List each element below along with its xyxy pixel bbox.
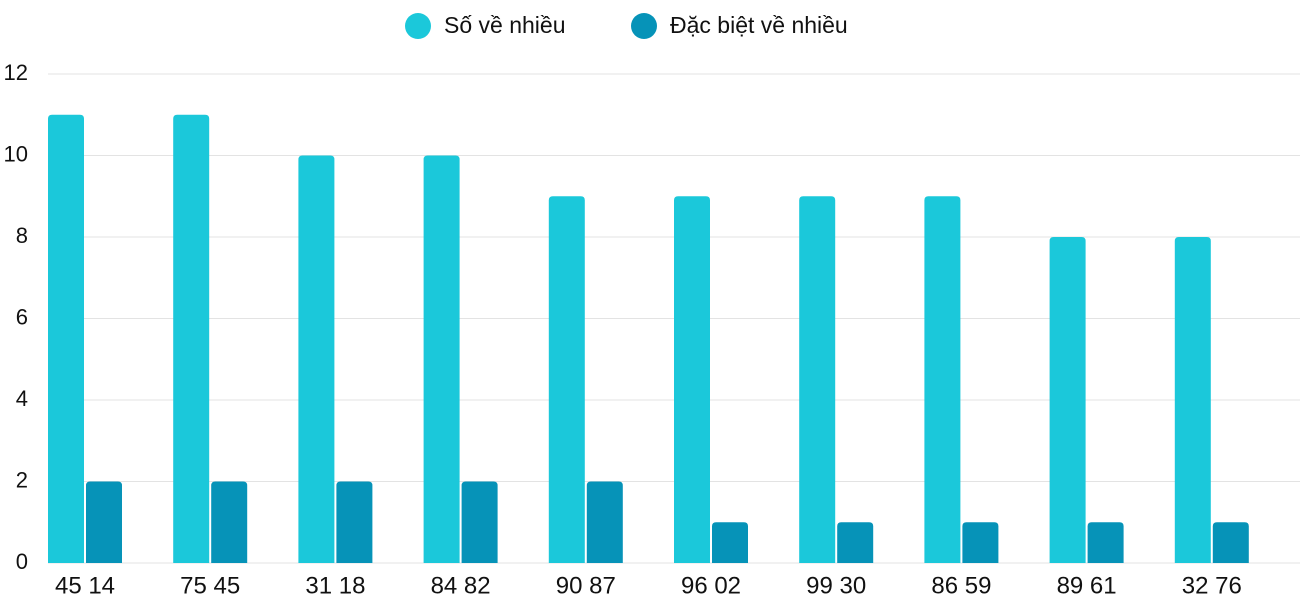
x-tick-label: 96 02 [681, 572, 741, 599]
x-tick-label: 31 18 [305, 572, 365, 599]
y-tick-label: 6 [16, 304, 28, 329]
bar [461, 481, 498, 563]
bar [1087, 522, 1124, 563]
bar [712, 522, 748, 563]
x-tick-label: 45 14 [55, 572, 115, 599]
bar [1174, 237, 1211, 563]
bar [298, 155, 335, 563]
x-tick-label: 89 61 [1057, 572, 1117, 599]
bar [48, 114, 84, 563]
y-tick-label: 12 [4, 60, 28, 85]
legend-swatch [631, 13, 657, 39]
legend-swatch [405, 13, 431, 39]
x-tick-label: 86 59 [931, 572, 991, 599]
bar [1212, 522, 1249, 563]
x-tick-label: 75 45 [180, 572, 240, 599]
y-tick-label: 4 [16, 386, 28, 411]
x-tick-label: 32 76 [1182, 572, 1242, 599]
y-tick-label: 0 [16, 549, 28, 574]
y-tick-label: 8 [16, 223, 28, 248]
bar [423, 155, 460, 563]
bar [86, 481, 122, 563]
legend-label: Số về nhiều [444, 12, 565, 38]
y-tick-label: 10 [4, 141, 28, 166]
x-tick-label: 90 87 [556, 572, 616, 599]
bar [586, 481, 623, 563]
bar [962, 522, 999, 563]
bar [1049, 237, 1086, 563]
bar [173, 114, 210, 563]
x-tick-label: 84 82 [431, 572, 491, 599]
bar [211, 481, 248, 563]
bar [674, 196, 710, 563]
bar [548, 196, 585, 563]
y-tick-label: 2 [16, 467, 28, 492]
x-tick-label: 99 30 [806, 572, 866, 599]
bar [837, 522, 874, 563]
bar [799, 196, 836, 563]
legend-label: Đặc biệt về nhiều [670, 12, 848, 38]
bar [924, 196, 961, 563]
bar [336, 481, 373, 563]
